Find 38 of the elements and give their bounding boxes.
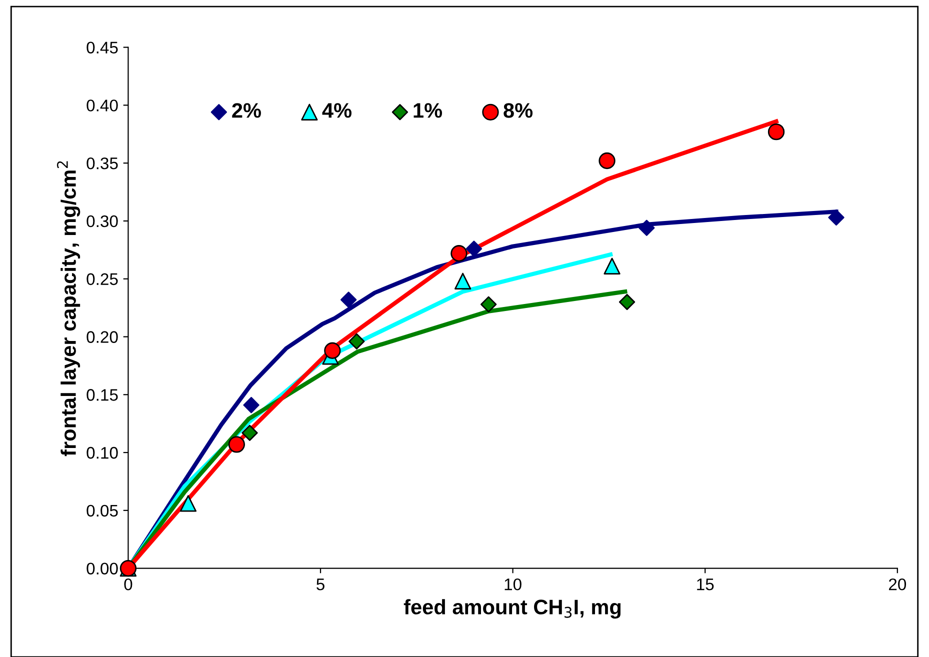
y-tick-label: 0.00 (86, 562, 118, 575)
point (450, 245, 468, 262)
x-tick-label: 5 (316, 578, 324, 590)
point (454, 272, 472, 290)
point (480, 296, 497, 312)
point (828, 209, 844, 226)
point (638, 220, 655, 236)
y-tick-label: 0.35 (86, 157, 118, 170)
y-tick-label: 0.05 (86, 504, 118, 517)
x-axis-title: feed amount CH$_{3}$I, mg (404, 599, 621, 619)
y-tick-label: 0.15 (86, 389, 118, 401)
point (768, 123, 785, 140)
x-tick-label: 15 (697, 578, 714, 590)
point (598, 152, 616, 170)
y-tick-label: 0.40 (86, 100, 118, 112)
y-axis-title: frontal layer capacity, mg/cm$^{2}$ (56, 161, 80, 456)
y-tick-label: 0.30 (86, 215, 118, 228)
x-tick-label: 10 (504, 578, 522, 590)
point (228, 436, 245, 453)
point (242, 424, 258, 441)
point (243, 396, 260, 414)
x-tick-label: 20 (888, 578, 906, 590)
x-tick-label: 0 (124, 578, 132, 590)
y-tick-label: 0.45 (86, 42, 118, 54)
y-tick-label: 0.25 (86, 273, 118, 286)
point (180, 495, 197, 512)
legend-label: 2% (232, 103, 261, 118)
legend-label: 1% (414, 103, 442, 118)
point (340, 292, 357, 308)
point (604, 258, 620, 274)
y-tick-label: 0.10 (86, 446, 118, 459)
point (466, 240, 482, 257)
legend-label: 8% (504, 103, 533, 118)
point (324, 342, 341, 359)
point (618, 294, 636, 310)
legend-label: 4% (322, 103, 352, 118)
point (348, 333, 365, 350)
y-tick-label: 0.20 (86, 331, 118, 343)
